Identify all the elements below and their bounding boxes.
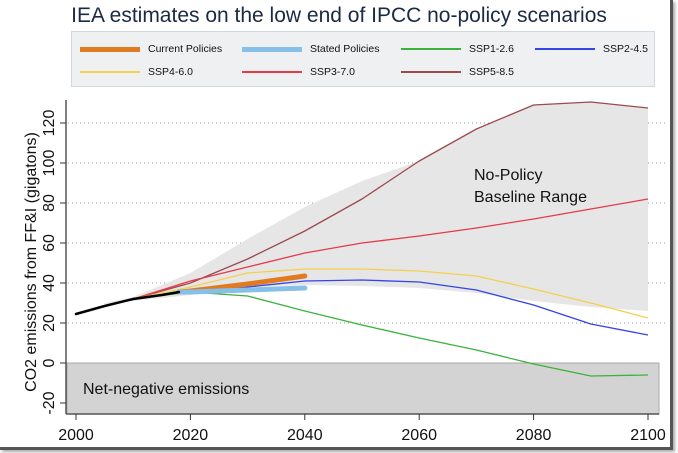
legend-swatch bbox=[80, 71, 140, 73]
chart-title: IEA estimates on the low end of IPCC no-… bbox=[71, 4, 607, 27]
y-tick-label: 0 bbox=[41, 358, 58, 367]
series-line-stated-policies bbox=[176, 285, 308, 295]
y-tick-label: 80 bbox=[41, 194, 58, 212]
legend-swatch bbox=[535, 48, 595, 50]
legend-label: Current Policies bbox=[148, 43, 223, 55]
x-tick-label: 2080 bbox=[516, 427, 552, 444]
legend-item: SSP5-8.5 bbox=[401, 65, 514, 79]
y-tick-label: 20 bbox=[41, 314, 58, 332]
x-tick-label: 2060 bbox=[401, 427, 437, 444]
series-line-historical bbox=[74, 290, 181, 316]
legend-swatch bbox=[80, 46, 140, 52]
x-tick-label: 2040 bbox=[287, 427, 323, 444]
baseline-range-band bbox=[104, 102, 649, 311]
legend: Current Policies Stated Policies SSP1-2.6 S… bbox=[71, 31, 655, 87]
annotation-no-policy: No-Policy bbox=[474, 167, 542, 184]
legend-item: SSP2-4.5 bbox=[535, 42, 648, 56]
series-line-ssp5-8-5 bbox=[133, 101, 649, 300]
x-tick-label: 2000 bbox=[58, 427, 94, 444]
legend-label: SSP3-7.0 bbox=[310, 66, 355, 78]
legend-label: SSP1-2.6 bbox=[469, 43, 514, 55]
series-line-ssp3-7-0 bbox=[133, 198, 649, 300]
y-tick-label: 40 bbox=[41, 274, 58, 292]
y-axis-label: CO2 emissions from FF&I (gigatons) bbox=[23, 132, 40, 392]
y-tick-label: 100 bbox=[41, 150, 58, 177]
x-tick-label: 2100 bbox=[630, 427, 666, 444]
series-line-ssp1-2-6 bbox=[133, 291, 649, 377]
annotation-net-negative: Net-negative emissions bbox=[83, 381, 249, 398]
legend-label: SSP4-6.0 bbox=[148, 66, 193, 78]
legend-item: SSP4-6.0 bbox=[80, 65, 193, 79]
legend-label: SSP5-8.5 bbox=[469, 66, 514, 78]
y-tick-label: -20 bbox=[41, 391, 58, 414]
y-tick-label: 60 bbox=[41, 234, 58, 252]
legend-label: Stated Policies bbox=[310, 43, 380, 55]
legend-item: Stated Policies bbox=[242, 42, 379, 56]
series-line-ssp4-6-0 bbox=[133, 268, 649, 319]
legend-swatch bbox=[401, 48, 461, 50]
x-tick-label: 2020 bbox=[173, 427, 209, 444]
legend-swatch bbox=[242, 46, 302, 52]
legend-item: Current Policies bbox=[80, 42, 222, 56]
legend-swatch bbox=[242, 71, 302, 73]
annotation-baseline-range: Baseline Range bbox=[474, 189, 587, 206]
legend-swatch bbox=[401, 71, 461, 73]
legend-label: SSP2-4.5 bbox=[603, 43, 648, 55]
legend-item: SSP1-2.6 bbox=[401, 42, 514, 56]
net-negative-region bbox=[66, 362, 660, 415]
legend-item: SSP3-7.0 bbox=[242, 65, 355, 79]
y-tick-label: 120 bbox=[41, 110, 58, 137]
